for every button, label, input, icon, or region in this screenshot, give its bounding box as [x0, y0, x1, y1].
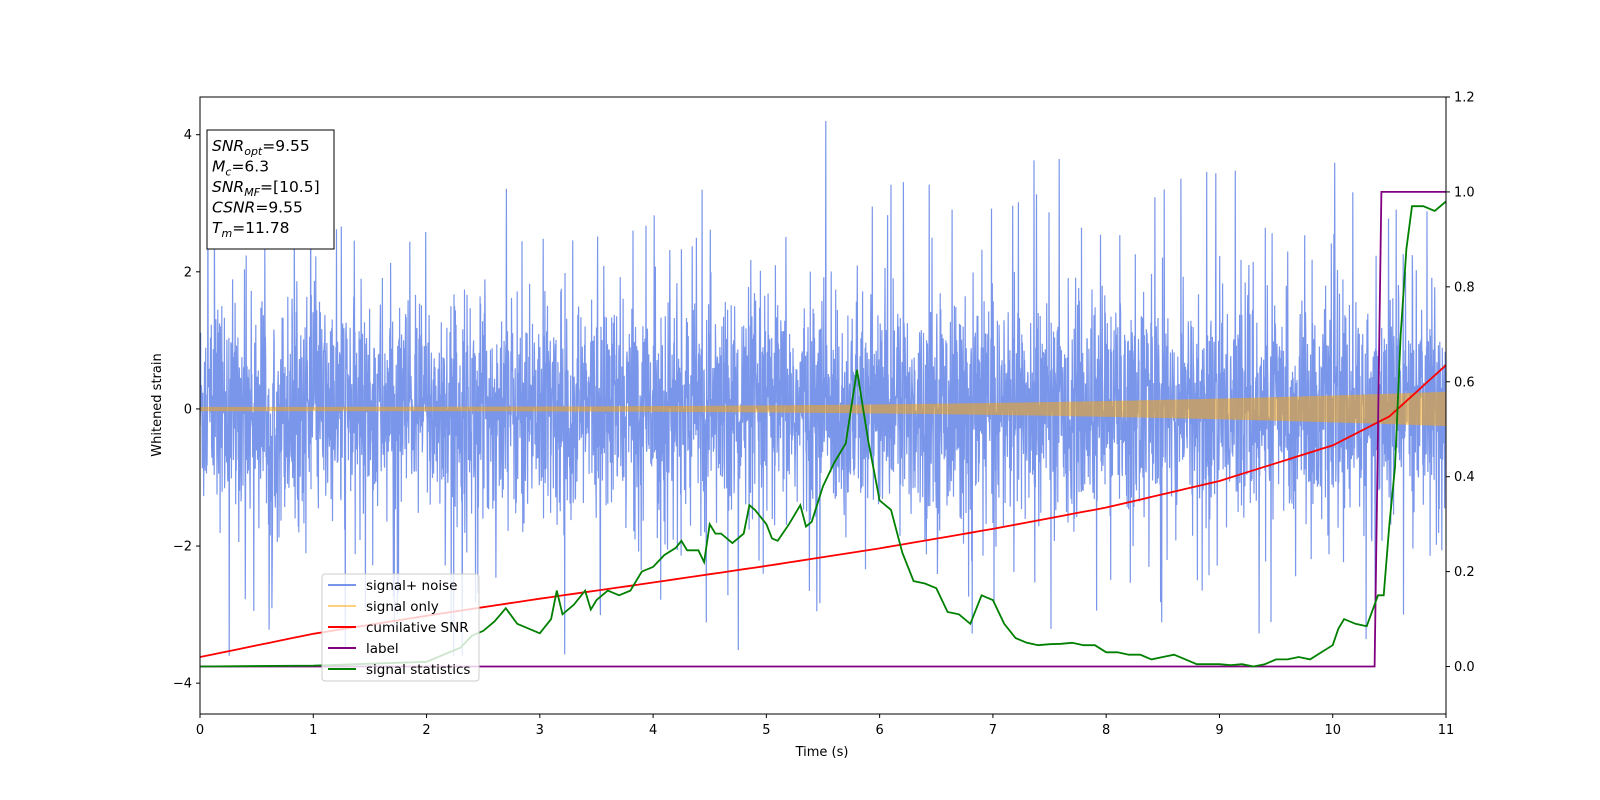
- x-tick-label: 1: [309, 723, 317, 738]
- x-tick-label: 2: [422, 723, 430, 738]
- x-tick-label: 3: [536, 723, 544, 738]
- legend: signal+ noise signal only cumilative SNR la…: [321, 573, 480, 682]
- signal-only-line: [200, 391, 1446, 427]
- legend-frame: [321, 573, 480, 682]
- left-y-axis: −4 −2 0 2 4: [173, 128, 200, 692]
- x-axis: 0 1 2 3 4 5 6 7 8 9 10 11: [196, 714, 1454, 738]
- left-y-tick-label: 4: [184, 128, 192, 143]
- x-tick-label: 4: [649, 723, 657, 738]
- right-y-axis: 0.0 0.2 0.4 0.6 0.8 1.0 1.2: [1446, 91, 1475, 675]
- annotation-line: Tm=11.78: [212, 219, 290, 240]
- annotation-line: SNRopt=9.55: [212, 137, 310, 158]
- left-y-tick-label: 0: [184, 402, 192, 417]
- legend-label: label: [366, 641, 399, 657]
- x-tick-label: 10: [1324, 723, 1341, 738]
- label-line: [200, 191, 1446, 668]
- x-axis-label: Time (s): [795, 745, 849, 760]
- left-y-tick-label: −4: [173, 677, 192, 692]
- annotation-line: SNRMF=[10.5]: [212, 178, 320, 199]
- y-axis-label: Whitened strain: [150, 353, 165, 456]
- annotation-line: Mc=6.3: [212, 158, 269, 179]
- right-y-tick-label: 0.2: [1454, 565, 1475, 580]
- annotation-frame: [206, 129, 335, 250]
- right-y-tick-label: 1.0: [1454, 185, 1475, 200]
- legend-label: signal only: [366, 599, 439, 615]
- x-tick-label: 9: [1215, 723, 1223, 738]
- right-y-tick-label: 0.0: [1454, 660, 1475, 675]
- right-y-tick-label: 0.8: [1454, 280, 1475, 295]
- x-tick-label: 5: [762, 723, 770, 738]
- x-tick-label: 0: [196, 723, 204, 738]
- legend-label: cumilative SNR: [366, 620, 469, 636]
- x-tick-label: 11: [1438, 723, 1455, 738]
- left-y-tick-label: 2: [184, 265, 192, 280]
- signal-statistics-line: [200, 200, 1446, 668]
- x-tick-label: 7: [989, 723, 997, 738]
- legend-label: signal statistics: [366, 662, 470, 678]
- annotation-line: CSNR=9.55: [212, 199, 303, 217]
- left-y-tick-label: −2: [173, 540, 192, 555]
- right-y-tick-label: 0.6: [1454, 375, 1475, 390]
- right-y-tick-label: 1.2: [1454, 91, 1475, 106]
- x-tick-label: 8: [1102, 723, 1110, 738]
- signal-noise-line: [200, 120, 1446, 656]
- legend-label: signal+ noise: [366, 578, 457, 594]
- right-y-tick-label: 0.4: [1454, 470, 1475, 485]
- x-tick-label: 6: [875, 723, 883, 738]
- plot-frame: [199, 96, 1447, 715]
